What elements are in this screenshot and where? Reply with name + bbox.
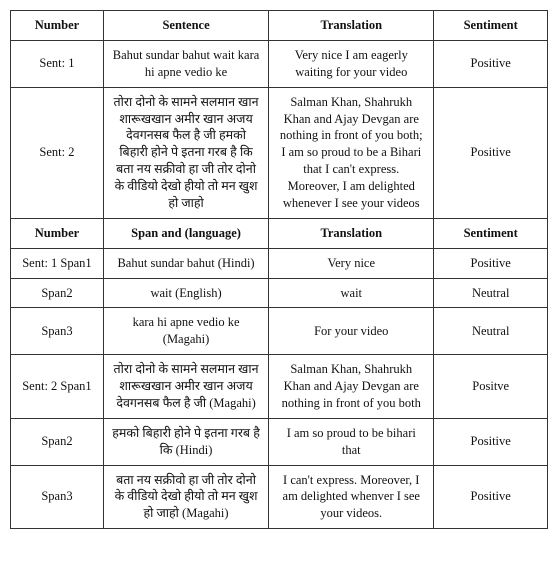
table-row: Span2 wait (English) wait Neutral	[11, 278, 548, 308]
table-row: Sent: 1 Bahut sundar bahut wait kara hi …	[11, 40, 548, 87]
table-row: Sent: 2 तोरा दोनो के सामने सलमान खान शार…	[11, 87, 548, 218]
cell-translation: For your video	[269, 308, 434, 355]
cell-sentence: Bahut sundar bahut wait kara hi apne ved…	[103, 40, 268, 87]
cell-span: Bahut sundar bahut (Hindi)	[103, 248, 268, 278]
cell-translation: Very nice I am eagerly waiting for your …	[269, 40, 434, 87]
cell-sentiment: Neutral	[434, 278, 548, 308]
data-table: Number Sentence Translation Sentiment Se…	[10, 10, 548, 529]
cell-number: Span2	[11, 418, 104, 465]
cell-span: kara hi apne vedio ke (Magahi)	[103, 308, 268, 355]
cell-translation: I can't express. Moreover, I am delighte…	[269, 465, 434, 529]
cell-sentiment: Neutral	[434, 308, 548, 355]
cell-sentiment: Positive	[434, 248, 548, 278]
cell-sentiment: Positive	[434, 465, 548, 529]
cell-number: Span3	[11, 465, 104, 529]
table2-header-span: Span and (language)	[103, 218, 268, 248]
cell-span: हमको बिहारी होने पे इतना गरब है कि (Hind…	[103, 418, 268, 465]
table-row: Span3 kara hi apne vedio ke (Magahi) For…	[11, 308, 548, 355]
cell-sentiment: Positive	[434, 87, 548, 218]
table1-header-sentiment: Sentiment	[434, 11, 548, 41]
cell-span: तोरा दोनो के सामने सलमान खान शारूखखान अम…	[103, 355, 268, 419]
cell-sentence: तोरा दोनो के सामने सलमान खान शारूखखान अम…	[103, 87, 268, 218]
cell-translation: Very nice	[269, 248, 434, 278]
table-row: Sent: 1 Span1 Bahut sundar bahut (Hindi)…	[11, 248, 548, 278]
cell-translation: I am so proud to be bihari that	[269, 418, 434, 465]
cell-translation: Salman Khan, Shahrukh Khan and Ajay Devg…	[269, 355, 434, 419]
cell-span: बता नय सक्रीवो हा जी तोर दोनो के वीडियो …	[103, 465, 268, 529]
table2-header-row: Number Span and (language) Translation S…	[11, 218, 548, 248]
table1-header-translation: Translation	[269, 11, 434, 41]
cell-sentiment: Positve	[434, 355, 548, 419]
cell-translation: wait	[269, 278, 434, 308]
cell-number: Sent: 1 Span1	[11, 248, 104, 278]
table2-header-sentiment: Sentiment	[434, 218, 548, 248]
cell-number: Sent: 2 Span1	[11, 355, 104, 419]
table2-header-number: Number	[11, 218, 104, 248]
table-row: Sent: 2 Span1 तोरा दोनो के सामने सलमान ख…	[11, 355, 548, 419]
table1-header-sentence: Sentence	[103, 11, 268, 41]
cell-number: Span2	[11, 278, 104, 308]
table1-header-number: Number	[11, 11, 104, 41]
cell-translation: Salman Khan, Shahrukh Khan and Ajay Devg…	[269, 87, 434, 218]
table1-header-row: Number Sentence Translation Sentiment	[11, 11, 548, 41]
cell-number: Sent: 2	[11, 87, 104, 218]
cell-number: Span3	[11, 308, 104, 355]
table2-header-translation: Translation	[269, 218, 434, 248]
cell-sentiment: Positive	[434, 40, 548, 87]
table-row: Span2 हमको बिहारी होने पे इतना गरब है कि…	[11, 418, 548, 465]
cell-sentiment: Positive	[434, 418, 548, 465]
table-row: Span3 बता नय सक्रीवो हा जी तोर दोनो के व…	[11, 465, 548, 529]
cell-number: Sent: 1	[11, 40, 104, 87]
cell-span: wait (English)	[103, 278, 268, 308]
